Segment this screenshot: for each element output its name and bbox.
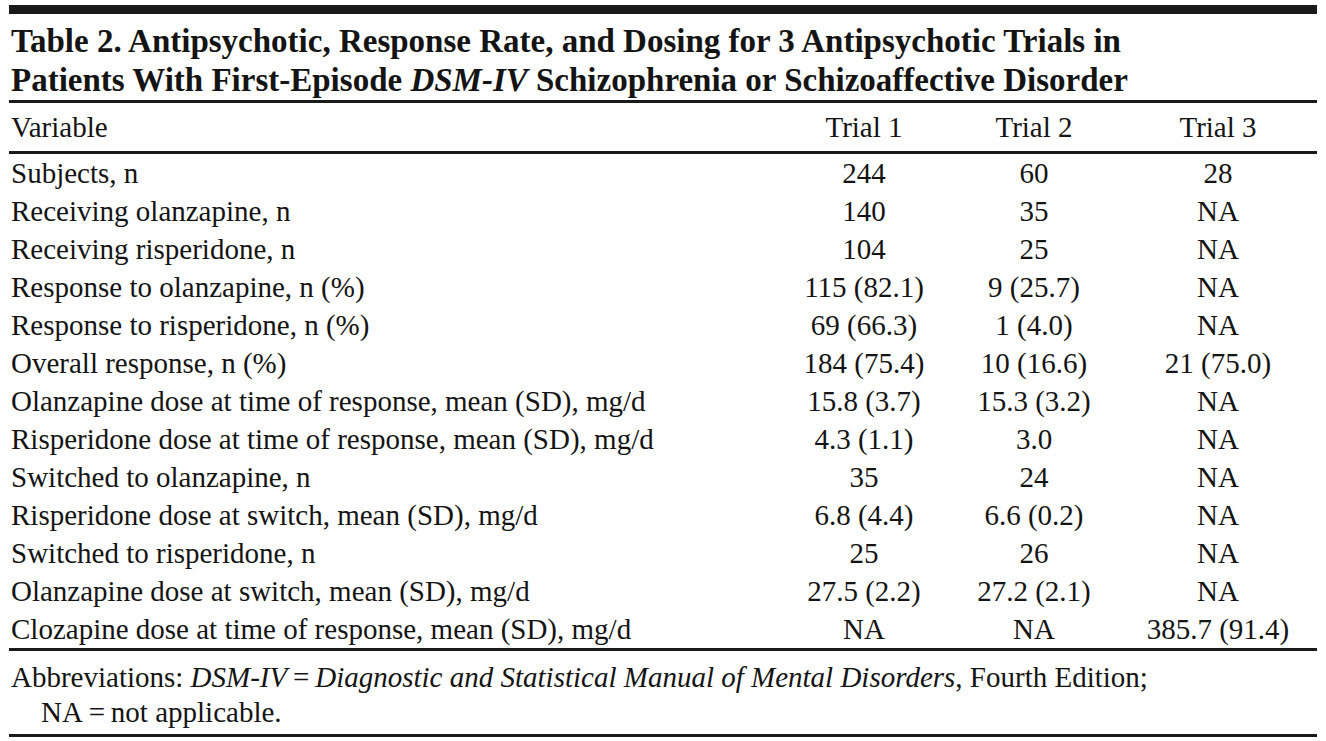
- trial3-cell: NA: [1119, 192, 1317, 230]
- table-row: Clozapine dose at time of response, mean…: [9, 610, 1317, 650]
- trial2-cell: 1 (4.0): [949, 306, 1119, 344]
- trial1-cell: NA: [779, 610, 949, 650]
- table-title-line2: Patients With First-Episode DSM-IV Schiz…: [11, 61, 1317, 100]
- paper-table-page: Table 2. Antipsychotic, Response Rate, a…: [0, 0, 1326, 741]
- variable-cell: Olanzapine dose at time of response, mea…: [9, 382, 779, 420]
- trial3-cell: NA: [1119, 230, 1317, 268]
- trial3-cell: 385.7 (91.4): [1119, 610, 1317, 650]
- table-row: Switched to olanzapine, n 35 24 NA: [9, 458, 1317, 496]
- trial1-cell: 244: [779, 153, 949, 193]
- trial2-cell: 10 (16.6): [949, 344, 1119, 382]
- trial1-cell: 184 (75.4): [779, 344, 949, 382]
- trial3-cell: NA: [1119, 534, 1317, 572]
- trial1-cell: 25: [779, 534, 949, 572]
- trial3-cell: NA: [1119, 572, 1317, 610]
- variable-cell: Olanzapine dose at switch, mean (SD), mg…: [9, 572, 779, 610]
- footnote-edition: , Fourth Edition;: [955, 661, 1148, 693]
- trial1-cell: 27.5 (2.2): [779, 572, 949, 610]
- variable-cell: Receiving risperidone, n: [9, 230, 779, 268]
- table-row: Olanzapine dose at time of response, mea…: [9, 382, 1317, 420]
- trial2-cell: 15.3 (3.2): [949, 382, 1119, 420]
- column-header-trial3: Trial 3: [1119, 103, 1317, 153]
- trial3-cell: NA: [1119, 268, 1317, 306]
- table-row: Risperidone dose at switch, mean (SD), m…: [9, 496, 1317, 534]
- trial2-cell: NA: [949, 610, 1119, 650]
- table-title-line2-pre: Patients With First-Episode: [11, 62, 410, 98]
- trial3-cell: NA: [1119, 306, 1317, 344]
- column-header-trial2: Trial 2: [949, 103, 1119, 153]
- abbreviations-footnote: Abbreviations: DSM-IV = Diagnostic and S…: [9, 651, 1317, 737]
- trial3-cell: NA: [1119, 458, 1317, 496]
- trial3-cell: NA: [1119, 420, 1317, 458]
- variable-cell: Response to risperidone, n (%): [9, 306, 779, 344]
- variable-cell: Overall response, n (%): [9, 344, 779, 382]
- variable-cell: Risperidone dose at switch, mean (SD), m…: [9, 496, 779, 534]
- top-rule: [9, 5, 1317, 14]
- variable-cell: Risperidone dose at time of response, me…: [9, 420, 779, 458]
- table-row: Receiving risperidone, n 104 25 NA: [9, 230, 1317, 268]
- footnote-dsm-iv-term: DSM-IV: [191, 661, 288, 693]
- variable-cell: Switched to risperidone, n: [9, 534, 779, 572]
- table-row: Overall response, n (%) 184 (75.4) 10 (1…: [9, 344, 1317, 382]
- trial2-cell: 25: [949, 230, 1119, 268]
- table-row: Risperidone dose at time of response, me…: [9, 420, 1317, 458]
- trial1-cell: 115 (82.1): [779, 268, 949, 306]
- column-header-trial1: Trial 1: [779, 103, 949, 153]
- table-row: Response to risperidone, n (%) 69 (66.3)…: [9, 306, 1317, 344]
- trial2-cell: 24: [949, 458, 1119, 496]
- trial3-cell: NA: [1119, 382, 1317, 420]
- footnote-equals: =: [287, 661, 315, 693]
- variable-cell: Receiving olanzapine, n: [9, 192, 779, 230]
- table-row: Receiving olanzapine, n 140 35 NA: [9, 192, 1317, 230]
- table-title: Table 2. Antipsychotic, Response Rate, a…: [9, 14, 1317, 103]
- trials-table: Variable Trial 1 Trial 2 Trial 3 Subject…: [9, 103, 1317, 651]
- trial2-cell: 27.2 (2.1): [949, 572, 1119, 610]
- footnote-label: Abbreviations:: [11, 661, 191, 693]
- trial1-cell: 140: [779, 192, 949, 230]
- table-title-line1: Table 2. Antipsychotic, Response Rate, a…: [11, 22, 1317, 61]
- trial3-cell: 28: [1119, 153, 1317, 193]
- variable-cell: Subjects, n: [9, 153, 779, 193]
- trial1-cell: 4.3 (1.1): [779, 420, 949, 458]
- trial3-cell: NA: [1119, 496, 1317, 534]
- trial1-cell: 69 (66.3): [779, 306, 949, 344]
- table-row: Switched to risperidone, n 25 26 NA: [9, 534, 1317, 572]
- table-row: Olanzapine dose at switch, mean (SD), mg…: [9, 572, 1317, 610]
- trial2-cell: 3.0: [949, 420, 1119, 458]
- trial2-cell: 26: [949, 534, 1119, 572]
- trial1-cell: 104: [779, 230, 949, 268]
- trial1-cell: 6.8 (4.4): [779, 496, 949, 534]
- variable-cell: Switched to olanzapine, n: [9, 458, 779, 496]
- footnote-dsm-iv-definition: Diagnostic and Statistical Manual of Men…: [315, 661, 955, 693]
- footnote-na-definition: NA = not applicable.: [11, 695, 1315, 730]
- trial2-cell: 9 (25.7): [949, 268, 1119, 306]
- table-title-dsm-iv: DSM-IV: [410, 62, 527, 98]
- trial2-cell: 35: [949, 192, 1119, 230]
- table-row: Subjects, n 244 60 28: [9, 153, 1317, 193]
- variable-cell: Response to olanzapine, n (%): [9, 268, 779, 306]
- column-header-variable: Variable: [9, 103, 779, 153]
- footnote-line1: Abbreviations: DSM-IV = Diagnostic and S…: [11, 660, 1315, 695]
- table-title-line2-post: Schizophrenia or Schizoaffective Disorde…: [528, 62, 1128, 98]
- trial1-cell: 15.8 (3.7): [779, 382, 949, 420]
- table-row: Response to olanzapine, n (%) 115 (82.1)…: [9, 268, 1317, 306]
- table-header-row: Variable Trial 1 Trial 2 Trial 3: [9, 103, 1317, 153]
- variable-cell: Clozapine dose at time of response, mean…: [9, 610, 779, 650]
- trial2-cell: 6.6 (0.2): [949, 496, 1119, 534]
- trial3-cell: 21 (75.0): [1119, 344, 1317, 382]
- trial1-cell: 35: [779, 458, 949, 496]
- trial2-cell: 60: [949, 153, 1119, 193]
